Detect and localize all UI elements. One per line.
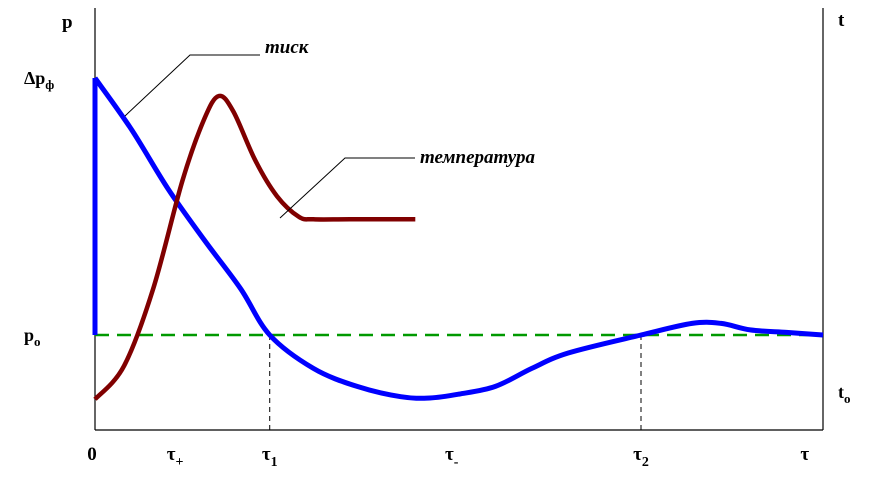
- left-tick-label: po: [24, 325, 41, 349]
- left-tick-label: Δpф: [24, 68, 54, 92]
- series-line-temperature: [93, 93, 416, 401]
- annotation-label: тиск: [265, 37, 310, 58]
- x-tick-label: τ2: [633, 444, 649, 470]
- series-line-pressure: [92, 76, 824, 401]
- annotation-label: температура: [420, 147, 535, 168]
- x-tick-label: τ1: [262, 444, 278, 470]
- x-tick-label: τ-: [445, 444, 459, 470]
- left-axis-label: p: [62, 12, 73, 33]
- annotation-leader-line: [279, 157, 415, 219]
- x-tick-label: 0: [87, 444, 97, 465]
- x-axis-label: τ: [800, 444, 809, 465]
- annotation-leader-line: [124, 54, 260, 117]
- right-tick-label: to: [838, 382, 851, 406]
- x-tick-label: τ+: [167, 444, 184, 470]
- right-axis-label: t: [838, 10, 845, 31]
